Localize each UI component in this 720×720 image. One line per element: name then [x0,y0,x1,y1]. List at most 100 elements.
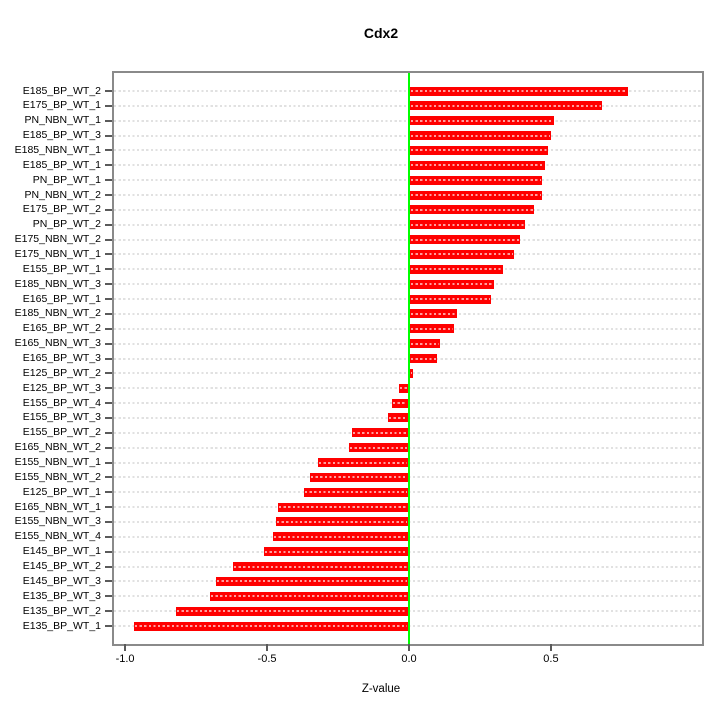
bar-dash-pattern [410,179,542,182]
y-tick [105,357,112,360]
y-axis-label: E165_BP_WT_2 [22,322,101,335]
y-tick [105,223,112,226]
y-tick [105,446,112,449]
bar-dash-pattern [233,565,407,568]
bar [409,145,549,155]
y-axis-label: E145_BP_WT_2 [22,560,101,573]
bar [349,443,408,453]
bar-dash-pattern [410,268,502,271]
y-axis-label: E155_NBN_WT_3 [14,515,101,528]
plot-area: E185_BP_WT_2 E175_BP_WT_1 PN_NBN_WT_1 E185_… [15,71,704,665]
y-axis-label: E155_BP_WT_2 [22,426,101,439]
bar-dash-pattern [410,327,454,330]
y-tick [105,312,112,315]
bar-dash-pattern [400,387,407,390]
bar [399,383,408,393]
bar [409,279,495,289]
y-axis-label: E125_BP_WT_1 [22,485,101,498]
bar-dash-pattern [410,342,440,345]
bar [215,576,408,586]
y-tick [105,194,112,197]
y-axis-label: E185_BP_WT_3 [22,129,101,142]
bar [278,502,408,512]
bar-dash-pattern [410,164,545,167]
y-axis-label: E185_BP_WT_1 [22,158,101,171]
bar [409,175,543,185]
bar [210,591,408,601]
bar-dash-pattern [410,223,525,226]
bar [409,249,515,259]
y-tick [105,104,112,107]
bar [387,413,408,423]
y-axis-label: E155_BP_WT_3 [22,411,101,424]
y-tick [105,179,112,182]
y-axis-label: E165_NBN_WT_1 [14,500,101,513]
bar [176,606,408,616]
y-tick [105,610,112,613]
bar [409,324,455,334]
y-axis-label: E175_BP_WT_2 [22,203,101,216]
y-axis-label: E175_NBN_WT_1 [14,247,101,260]
y-tick [105,595,112,598]
bar-dash-pattern [388,416,407,419]
y-tick [105,535,112,538]
bar [318,458,408,468]
y-axis-label: PN_BP_WT_2 [32,218,101,231]
y-axis-label: E165_NBN_WT_3 [14,337,101,350]
bar-dash-pattern [410,312,457,315]
y-axis-label: E185_NBN_WT_2 [14,307,101,320]
bar-dash-pattern [410,134,550,137]
y-tick [105,372,112,375]
y-tick [105,208,112,211]
y-axis-label: E165_BP_WT_1 [22,292,101,305]
y-tick [105,550,112,553]
bar [391,398,408,408]
bar-dash-pattern [310,476,407,479]
y-axis-label: PN_BP_WT_1 [32,173,101,186]
bar-dash-pattern [276,520,407,523]
bar [409,339,441,349]
y-axis-label: E145_BP_WT_3 [22,574,101,587]
x-axis-title: Z-value [361,683,401,695]
bar [409,116,554,126]
y-tick [105,461,112,464]
bar-dash-pattern [410,194,542,197]
y-axis-label: E155_BP_WT_4 [22,396,101,409]
y-axis-label: PN_NBN_WT_2 [24,188,101,201]
bar-dash-pattern [350,446,407,449]
y-tick [105,506,112,509]
bar [133,621,408,631]
x-tick-label: 0.5 [543,653,559,665]
y-axis-label: E135_BP_WT_2 [22,604,101,617]
bar [409,86,628,96]
bar [409,220,526,230]
bar-dash-pattern [410,149,548,152]
bar-dash-pattern [319,461,407,464]
y-tick [105,580,112,583]
bar [309,472,408,482]
y-axis-label: PN_NBN_WT_1 [24,114,101,127]
bar [303,487,408,497]
y-axis-label: E185_BP_WT_2 [22,84,101,97]
bar-dash-pattern [410,208,533,211]
x-tick-label: -0.5 [257,653,277,665]
bar-dash-pattern [353,431,407,434]
bar [409,235,520,245]
bar-dash-pattern [410,238,519,241]
bar-dash-pattern [410,372,413,375]
bar [352,428,408,438]
y-tick [105,402,112,405]
bar [409,309,458,319]
x-tick [549,644,552,651]
y-axis-label: E135_BP_WT_1 [22,619,101,632]
y-axis-label: E175_BP_WT_1 [22,99,101,112]
bar-dash-pattern [177,610,407,613]
y-axis-label: E155_NBN_WT_4 [14,530,101,543]
bar [409,190,543,200]
y-tick [105,342,112,345]
y-tick [105,387,112,390]
x-tick-label: 0.0 [401,653,417,665]
bar [409,368,414,378]
y-tick [105,476,112,479]
bar-dash-pattern [304,491,407,494]
